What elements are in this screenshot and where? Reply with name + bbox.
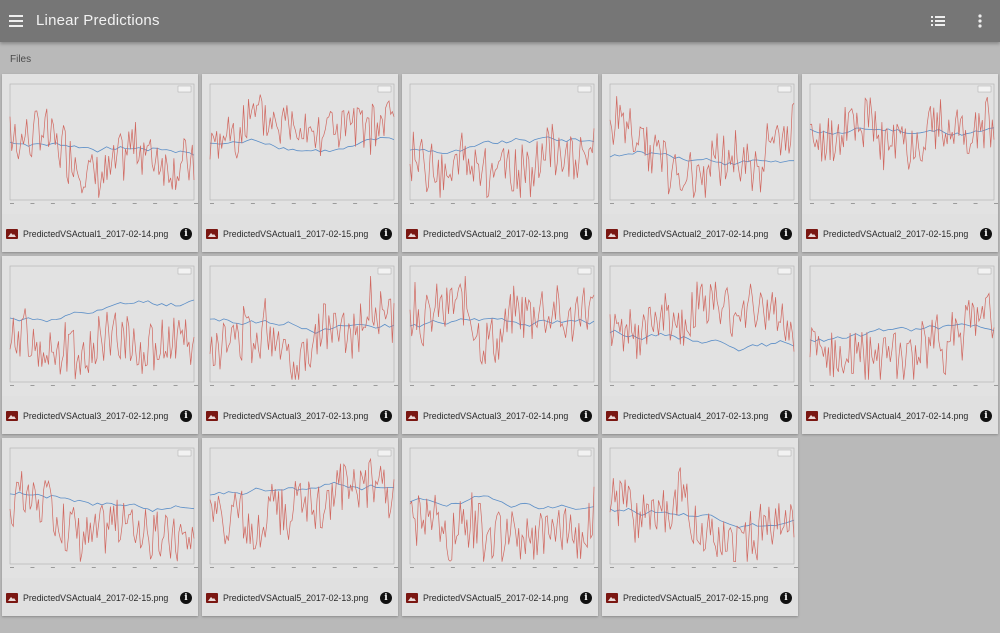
info-icon[interactable]: i [980,410,992,422]
info-icon[interactable]: i [580,410,592,422]
info-icon[interactable]: i [380,228,392,240]
app-bar: Linear Predictions [0,0,1000,42]
file-card-footer: PredictedVSActual1_2017-02-15.png i [202,220,398,248]
file-card[interactable]: PredictedVSActual2_2017-02-14.png i [602,74,798,252]
image-file-icon [606,411,618,421]
file-card[interactable]: PredictedVSActual5_2017-02-15.png i [602,438,798,616]
image-file-icon [806,229,818,239]
file-card-footer: PredictedVSActual4_2017-02-15.png i [2,584,198,612]
image-file-icon [606,593,618,603]
info-icon[interactable]: i [380,410,392,422]
image-file-icon [406,229,418,239]
file-thumbnail [602,74,798,214]
file-card[interactable]: PredictedVSActual3_2017-02-13.png i [202,256,398,434]
image-file-icon [406,411,418,421]
file-card-footer: PredictedVSActual4_2017-02-14.png i [802,402,998,430]
image-file-icon [806,411,818,421]
info-icon[interactable]: i [180,592,192,604]
file-card-footer: PredictedVSActual3_2017-02-12.png i [2,402,198,430]
info-icon[interactable]: i [780,410,792,422]
info-icon[interactable]: i [180,228,192,240]
file-thumbnail [202,256,398,396]
file-thumbnail [2,438,198,578]
info-icon[interactable]: i [780,228,792,240]
image-file-icon [206,593,218,603]
image-file-icon [6,593,18,603]
file-card-footer: PredictedVSActual5_2017-02-15.png i [602,584,798,612]
file-card[interactable]: PredictedVSActual2_2017-02-13.png i [402,74,598,252]
file-card[interactable]: PredictedVSActual1_2017-02-14.png i [2,74,198,252]
file-card-footer: PredictedVSActual5_2017-02-13.png i [202,584,398,612]
info-icon[interactable]: i [580,228,592,240]
file-name: PredictedVSActual3_2017-02-14.png [423,411,569,421]
section-label-files: Files [10,54,32,65]
file-thumbnail [202,74,398,214]
file-card-footer: PredictedVSActual4_2017-02-13.png i [602,402,798,430]
file-thumbnail [802,74,998,214]
file-card-footer: PredictedVSActual3_2017-02-13.png i [202,402,398,430]
file-card[interactable]: PredictedVSActual2_2017-02-15.png i [802,74,998,252]
file-card-footer: PredictedVSActual1_2017-02-14.png i [2,220,198,248]
file-name: PredictedVSActual2_2017-02-15.png [823,229,969,239]
file-card[interactable]: PredictedVSActual4_2017-02-13.png i [602,256,798,434]
file-card-footer: PredictedVSActual2_2017-02-14.png i [602,220,798,248]
list-view-icon [931,16,945,26]
file-name: PredictedVSActual1_2017-02-15.png [223,229,369,239]
info-icon[interactable]: i [180,410,192,422]
file-thumbnail [2,74,198,214]
file-card-footer: PredictedVSActual2_2017-02-13.png i [402,220,598,248]
file-card-footer: PredictedVSActual3_2017-02-14.png i [402,402,598,430]
file-thumbnail [402,74,598,214]
file-thumbnail [402,438,598,578]
file-card[interactable]: PredictedVSActual1_2017-02-15.png i [202,74,398,252]
file-card[interactable]: PredictedVSActual4_2017-02-14.png i [802,256,998,434]
file-card-footer: PredictedVSActual2_2017-02-15.png i [802,220,998,248]
file-name: PredictedVSActual4_2017-02-15.png [23,593,169,603]
image-file-icon [406,593,418,603]
file-name: PredictedVSActual1_2017-02-14.png [23,229,169,239]
file-thumbnail [2,256,198,396]
app-title: Linear Predictions [36,12,160,29]
file-card[interactable]: PredictedVSActual3_2017-02-14.png i [402,256,598,434]
info-icon[interactable]: i [380,592,392,604]
file-card-footer: PredictedVSActual5_2017-02-14.png i [402,584,598,612]
more-options-button[interactable] [970,11,990,31]
file-name: PredictedVSActual5_2017-02-15.png [623,593,769,603]
file-name: PredictedVSActual4_2017-02-14.png [823,411,969,421]
list-view-button[interactable] [928,11,948,31]
info-icon[interactable]: i [980,228,992,240]
image-file-icon [606,229,618,239]
image-file-icon [206,411,218,421]
file-name: PredictedVSActual5_2017-02-13.png [223,593,369,603]
more-vert-icon [978,14,982,28]
info-icon[interactable]: i [780,592,792,604]
info-icon[interactable]: i [580,592,592,604]
file-name: PredictedVSActual2_2017-02-14.png [623,229,769,239]
file-name: PredictedVSActual3_2017-02-13.png [223,411,369,421]
image-file-icon [206,229,218,239]
file-thumbnail [202,438,398,578]
file-name: PredictedVSActual2_2017-02-13.png [423,229,569,239]
file-card[interactable]: PredictedVSActual3_2017-02-12.png i [2,256,198,434]
file-thumbnail [802,256,998,396]
file-name: PredictedVSActual4_2017-02-13.png [623,411,769,421]
image-file-icon [6,229,18,239]
file-thumbnail [402,256,598,396]
file-card[interactable]: PredictedVSActual5_2017-02-13.png i [202,438,398,616]
image-file-icon [6,411,18,421]
menu-button[interactable] [8,11,28,31]
file-thumbnail [602,438,798,578]
file-card[interactable]: PredictedVSActual5_2017-02-14.png i [402,438,598,616]
file-thumbnail [602,256,798,396]
file-name: PredictedVSActual5_2017-02-14.png [423,593,569,603]
file-card[interactable]: PredictedVSActual4_2017-02-15.png i [2,438,198,616]
file-name: PredictedVSActual3_2017-02-12.png [23,411,169,421]
